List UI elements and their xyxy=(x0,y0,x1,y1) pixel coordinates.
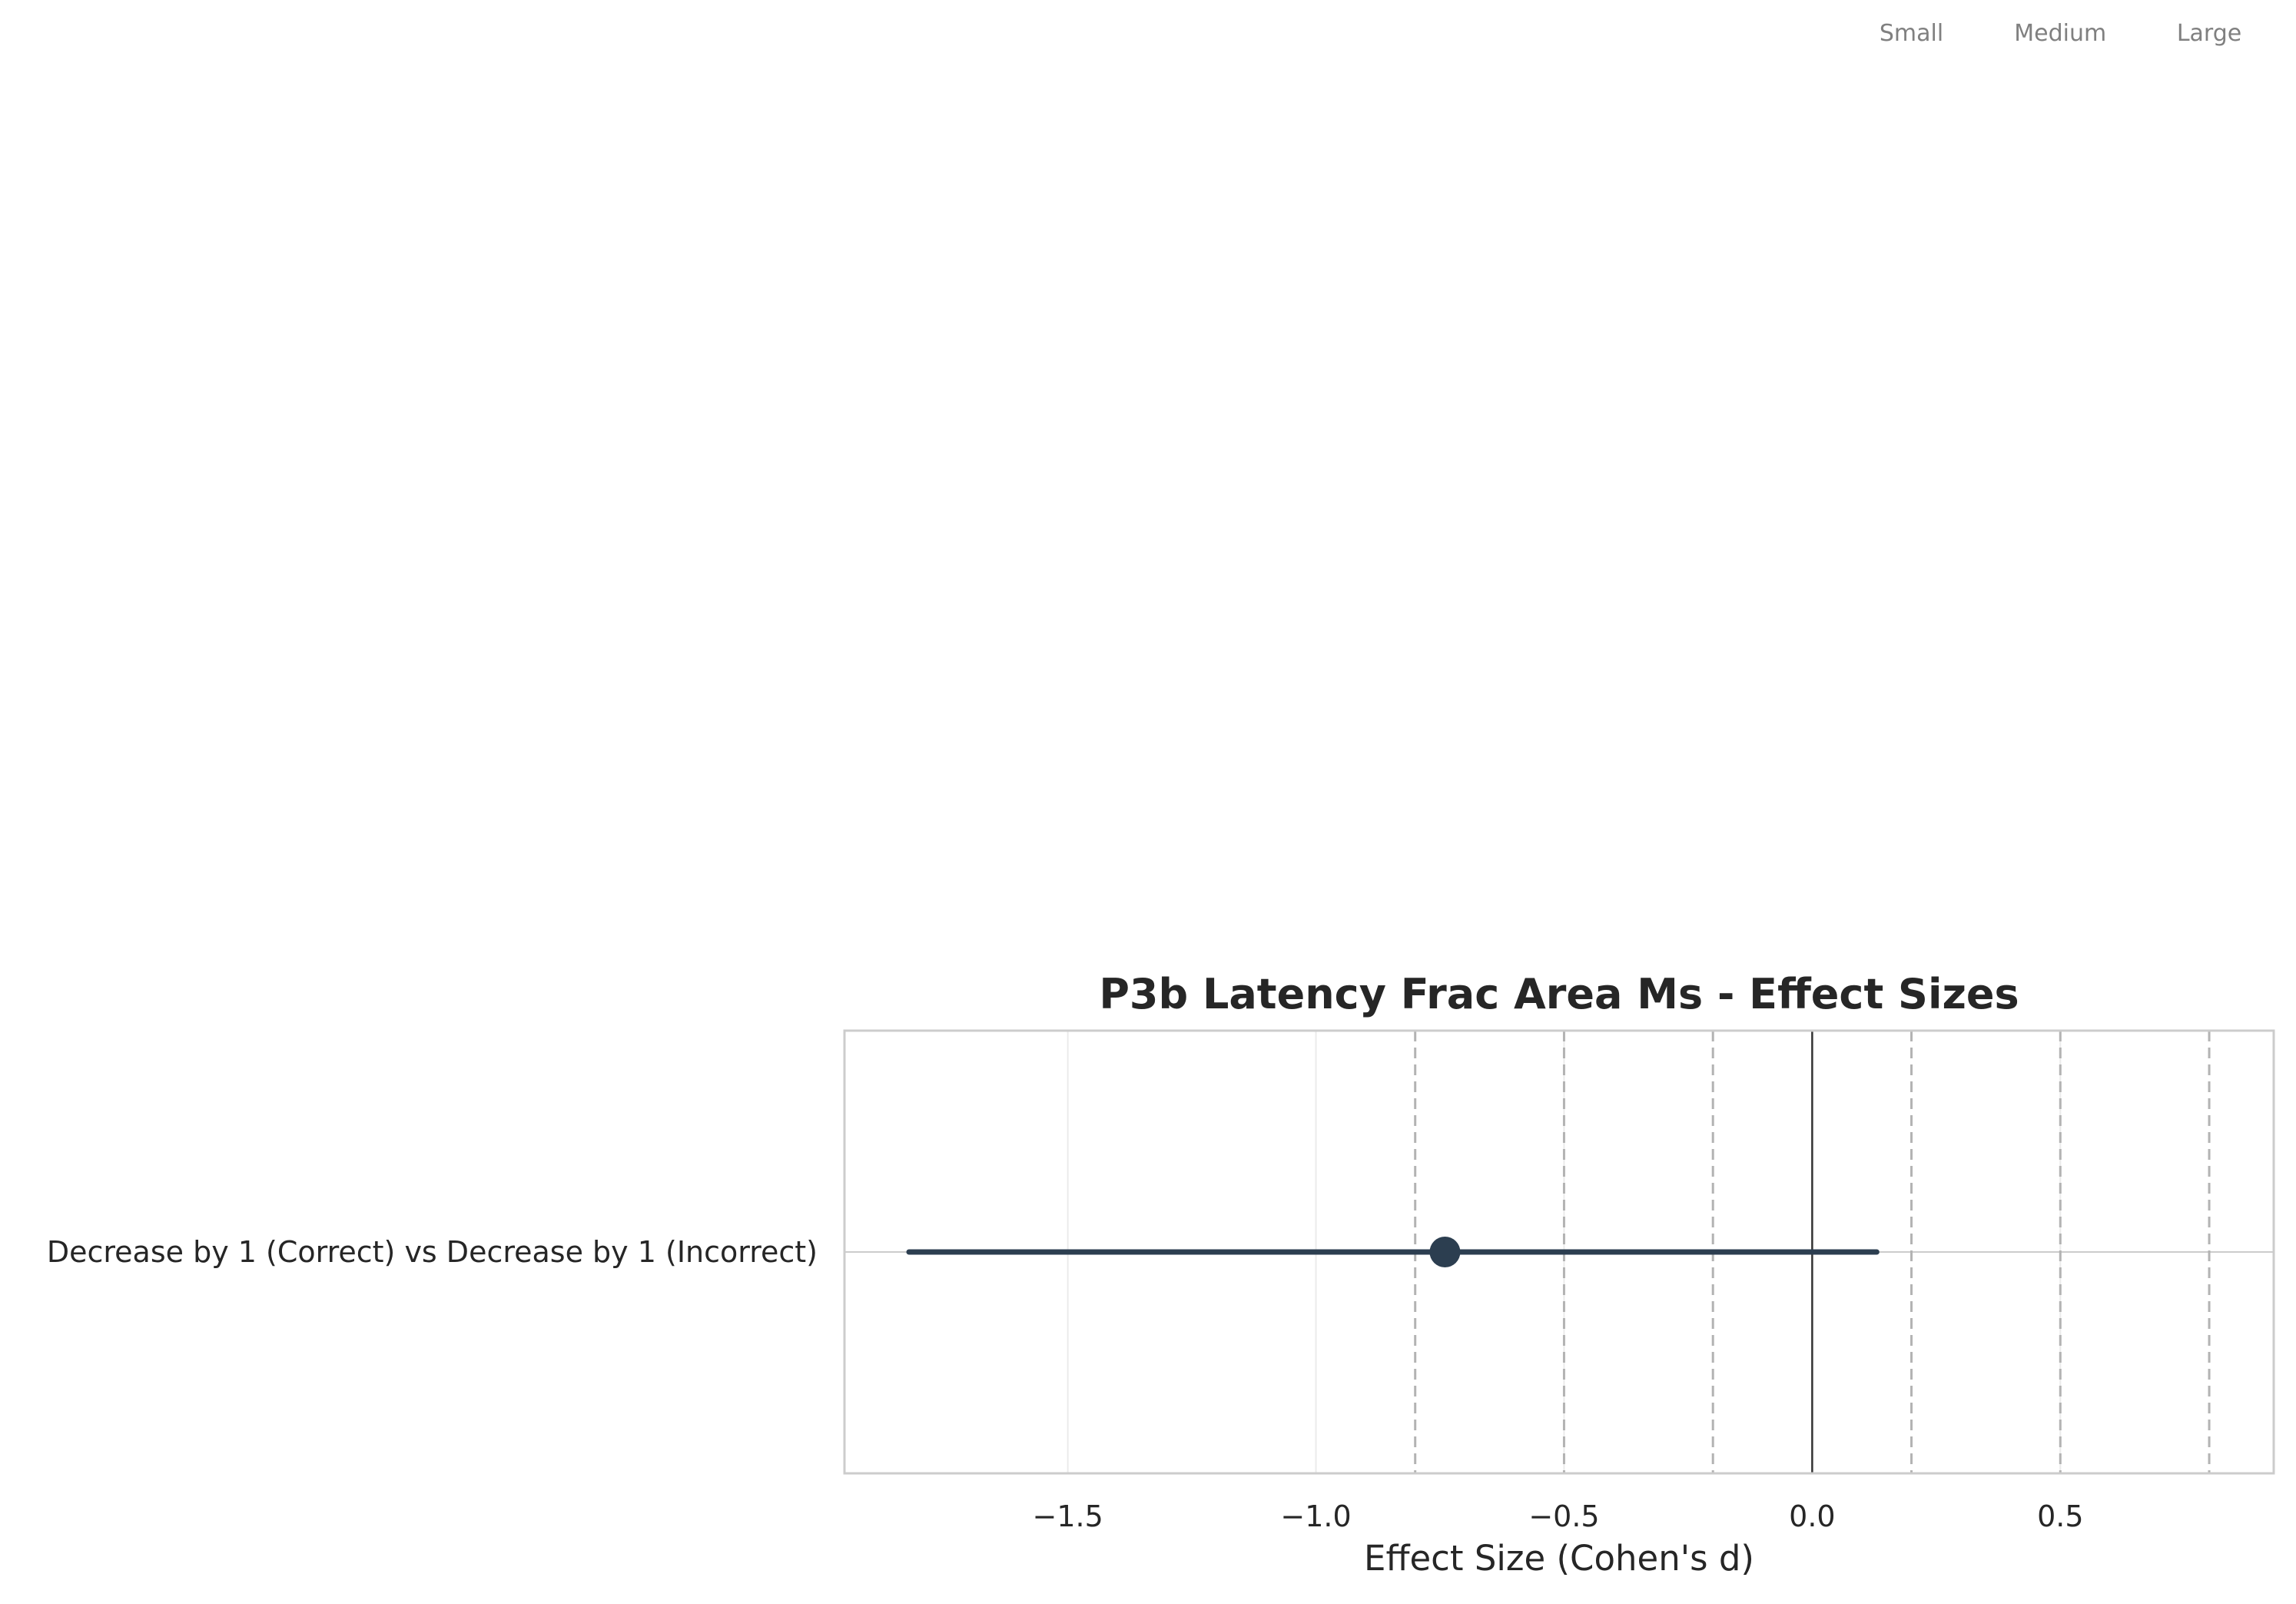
effect-size-label: Small xyxy=(1880,20,1943,47)
effect-size-label: Large xyxy=(2177,20,2241,47)
x-tick-label: −1.5 xyxy=(1032,1499,1103,1533)
x-tick-label: 0.0 xyxy=(1789,1499,1835,1533)
x-tick-label: −0.5 xyxy=(1528,1499,1599,1533)
plot-area: Decrease by 1 (Correct) vs Decrease by 1… xyxy=(47,1029,2275,1475)
x-tick-label: −1.0 xyxy=(1280,1499,1351,1533)
plot-frame xyxy=(843,1029,2275,1475)
x-axis-label: Effect Size (Cohen's d) xyxy=(1364,1538,1754,1579)
effect-point xyxy=(1429,1237,1461,1267)
effect-rows: Decrease by 1 (Correct) vs Decrease by 1… xyxy=(47,1235,1880,1269)
chart-title: P3b Latency Frac Area Ms - Effect Sizes xyxy=(1099,970,2019,1018)
effect-size-label: Medium xyxy=(2014,20,2106,47)
row-label: Decrease by 1 (Correct) vs Decrease by 1… xyxy=(47,1235,818,1269)
x-tick-label: 0.5 xyxy=(2037,1499,2083,1533)
x-tick-labels: −1.5 −1.0 −0.5 0.0 0.5 xyxy=(1032,1499,2083,1533)
effect-size-labels: Small Medium Large xyxy=(1880,20,2241,47)
